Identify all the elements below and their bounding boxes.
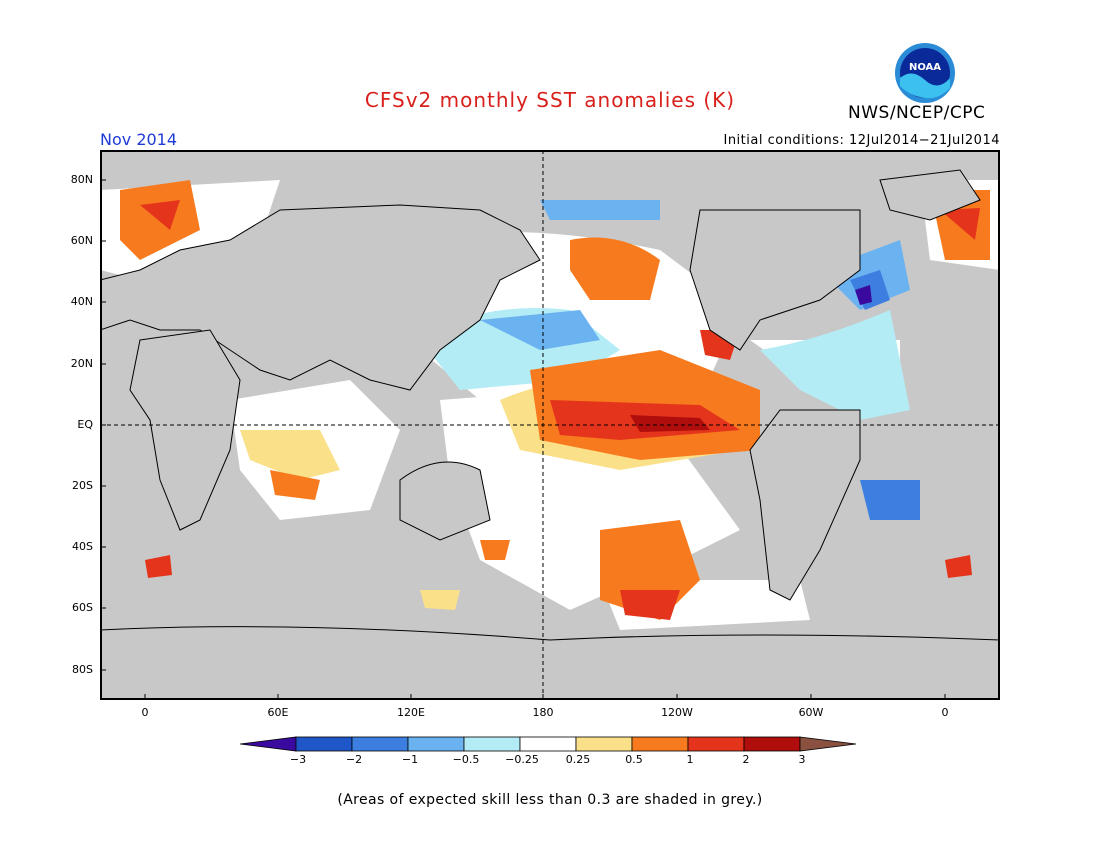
lon-label-120w: 120W bbox=[661, 706, 693, 719]
lon-label-60w: 60W bbox=[798, 706, 824, 719]
colorbar-swatch bbox=[687, 736, 745, 752]
colorbar-label: −3 bbox=[289, 753, 307, 766]
lat-label-80n: 80N bbox=[70, 173, 93, 186]
colorbar-label: 1 bbox=[686, 753, 694, 766]
colorbar-label: −1 bbox=[401, 753, 419, 766]
colorbar-arrow-low bbox=[240, 736, 297, 752]
colorbar-label: 0.25 bbox=[565, 753, 591, 766]
colorbar-swatch bbox=[519, 736, 577, 752]
colorbar-swatch bbox=[407, 736, 465, 752]
lat-label-20s: 20S bbox=[72, 479, 93, 492]
lat-label-20n: 20N bbox=[70, 357, 93, 370]
colorbar bbox=[240, 736, 857, 752]
lon-label-180: 180 bbox=[532, 706, 554, 719]
lat-label-eq: EQ bbox=[77, 418, 93, 431]
lon-label-0-east: 0 bbox=[941, 706, 949, 719]
warm-anomaly-regions bbox=[120, 180, 990, 620]
sst-anomaly-map bbox=[100, 150, 1000, 700]
colorbar-label: −2 bbox=[345, 753, 363, 766]
skill-footnote: (Areas of expected skill less than 0.3 a… bbox=[337, 792, 763, 808]
colorbar-swatch bbox=[351, 736, 409, 752]
axis-ticks bbox=[100, 179, 946, 700]
lat-label-60s: 60S bbox=[72, 601, 93, 614]
colorbar-label: 3 bbox=[798, 753, 806, 766]
lat-label-80s: 80S bbox=[72, 663, 93, 676]
colorbar-label: −0.25 bbox=[505, 753, 539, 766]
colorbar-swatch bbox=[743, 736, 801, 752]
colorbar-label: 0.5 bbox=[625, 753, 643, 766]
lon-label-60e: 60E bbox=[267, 706, 289, 719]
logo-noaa: NOAA bbox=[894, 42, 956, 104]
colorbar-swatch bbox=[631, 736, 689, 752]
lat-label-60n: 60N bbox=[70, 234, 93, 247]
svg-text:NOAA: NOAA bbox=[909, 62, 941, 73]
cool-anomaly-regions bbox=[420, 200, 920, 520]
noaa-logo-icon: NOAA bbox=[895, 43, 955, 103]
colorbar-arrow-high bbox=[799, 736, 857, 752]
colorbar-label: 2 bbox=[742, 753, 750, 766]
agency-label: NWS/NCEP/CPC bbox=[848, 103, 986, 123]
lat-label-40s: 40S bbox=[72, 540, 93, 553]
initial-conditions: Initial conditions: 12Jul2014−21Jul2014 bbox=[723, 133, 1000, 148]
colorbar-label: −0.5 bbox=[452, 753, 480, 766]
lon-label-120e: 120E bbox=[397, 706, 425, 719]
lon-label-0: 0 bbox=[141, 706, 149, 719]
chart-title: CFSv2 monthly SST anomalies (K) bbox=[364, 88, 736, 112]
colorbar-swatch bbox=[463, 736, 521, 752]
lat-label-40n: 40N bbox=[70, 295, 93, 308]
colorbar-swatch bbox=[295, 736, 353, 752]
colorbar-swatch bbox=[575, 736, 633, 752]
land-masses bbox=[100, 169, 1000, 700]
forecast-month: Nov 2014 bbox=[100, 130, 178, 149]
